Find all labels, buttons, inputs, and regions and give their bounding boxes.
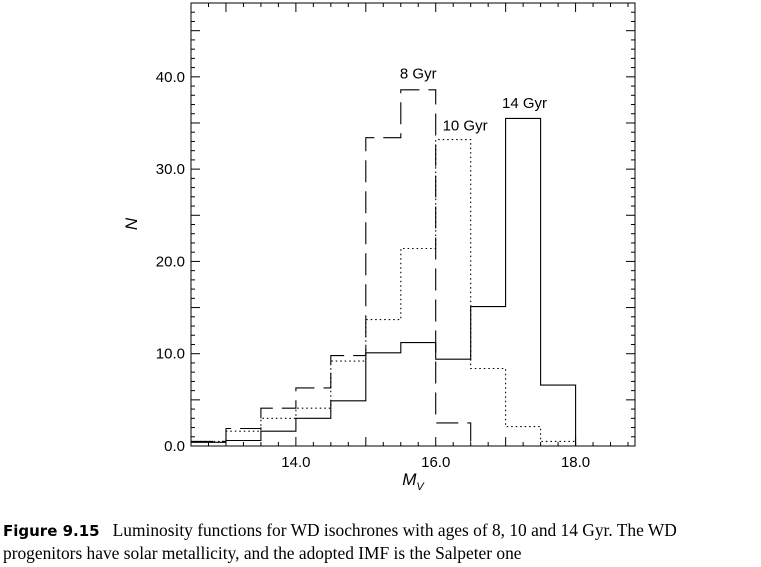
y-axis-title: N <box>122 217 141 230</box>
figure-caption-text: Luminosity functions for WD isochrones w… <box>3 520 677 563</box>
y-tick-label: 10.0 <box>156 346 185 363</box>
series-label-10-gyr: 10 Gyr <box>443 117 488 134</box>
series-line-14-gyr <box>191 117 577 446</box>
figure-caption: Figure 9.15 Luminosity functions for WD … <box>3 519 755 564</box>
x-axis-title-subscript: V <box>416 481 425 493</box>
series-label-14-gyr: 14 Gyr <box>502 95 547 112</box>
series-annotations: 8 Gyr 10 Gyr 14 Gyr <box>400 66 547 135</box>
x-axis-title: MV <box>402 470 425 493</box>
series-line-8-gyr <box>191 89 576 447</box>
y-tick-label: 0.0 <box>164 438 185 455</box>
x-tick-label: 16.0 <box>421 454 450 471</box>
x-tick-label: 18.0 <box>561 454 590 471</box>
axis-tick-labels: 14.0 16.0 18.0 0.0 10.0 20.0 30.0 40.0 <box>156 69 590 471</box>
y-tick-label: 20.0 <box>156 253 185 270</box>
series-line-10-gyr <box>191 139 577 446</box>
x-axis-title-main: M <box>402 470 417 489</box>
y-tick-label: 30.0 <box>156 161 185 178</box>
histogram-series-layer <box>191 89 577 447</box>
plot-frame <box>190 2 636 447</box>
series-label-8-gyr: 8 Gyr <box>400 66 437 83</box>
figure-label: Figure 9.15 <box>3 522 100 540</box>
y-tick-label: 40.0 <box>156 69 185 86</box>
x-tick-label: 14.0 <box>281 454 310 471</box>
